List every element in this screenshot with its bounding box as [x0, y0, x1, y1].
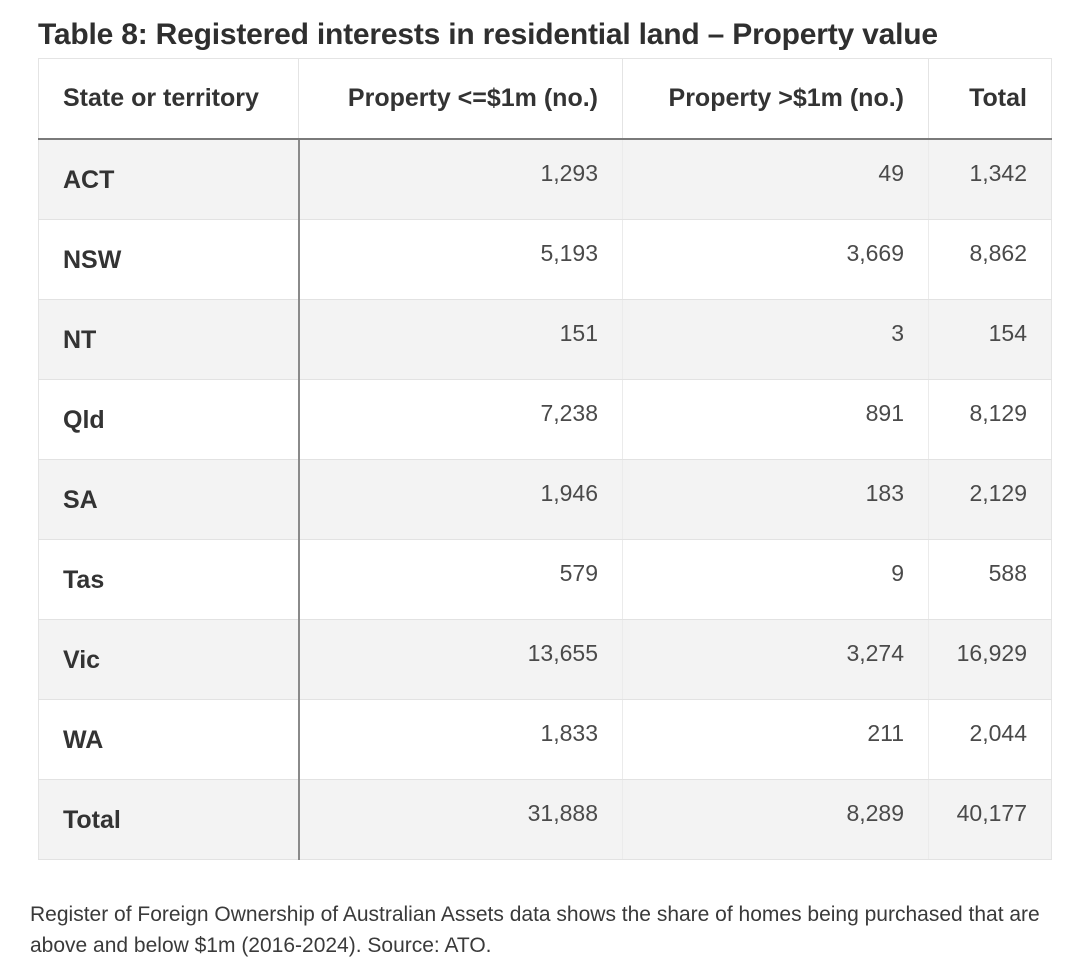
table-row: Tas 579 9 588: [38, 539, 1052, 620]
cell-total: 40,177: [928, 779, 1052, 860]
cell-over-1m: 3,274: [622, 619, 929, 700]
cell-state: NT: [38, 299, 300, 380]
header-row: State or territory Property <=$1m (no.) …: [38, 58, 1052, 140]
cell-under-1m: 1,833: [298, 699, 623, 780]
cell-under-1m: 13,655: [298, 619, 623, 700]
cell-total: 588: [928, 539, 1052, 620]
data-table: State or territory Property <=$1m (no.) …: [38, 58, 1052, 860]
cell-total: 16,929: [928, 619, 1052, 700]
cell-under-1m: 151: [298, 299, 623, 380]
table-row: NSW 5,193 3,669 8,862: [38, 219, 1052, 300]
cell-total: 1,342: [928, 139, 1052, 220]
cell-state: WA: [38, 699, 300, 780]
cell-over-1m: 891: [622, 379, 929, 460]
cell-state: ACT: [38, 139, 300, 220]
table-row: Qld 7,238 891 8,129: [38, 379, 1052, 460]
cell-over-1m: 8,289: [622, 779, 929, 860]
cell-total: 2,129: [928, 459, 1052, 540]
table-caption: Register of Foreign Ownership of Austral…: [30, 903, 1040, 957]
table-row: Vic 13,655 3,274 16,929: [38, 619, 1052, 700]
cell-over-1m: 49: [622, 139, 929, 220]
column-header-total: Total: [928, 58, 1052, 140]
column-header-state: State or territory: [38, 58, 299, 140]
table-row: WA 1,833 211 2,044: [38, 699, 1052, 780]
column-header-under-1m: Property <=$1m (no.): [298, 58, 623, 140]
table-row: SA 1,946 183 2,129: [38, 459, 1052, 540]
table-title: Table 8: Registered interests in residen…: [38, 18, 938, 51]
cell-under-1m: 1,946: [298, 459, 623, 540]
cell-over-1m: 183: [622, 459, 929, 540]
cell-state: Tas: [38, 539, 300, 620]
cell-state: Vic: [38, 619, 300, 700]
cell-under-1m: 31,888: [298, 779, 623, 860]
cell-state: NSW: [38, 219, 300, 300]
cell-under-1m: 7,238: [298, 379, 623, 460]
column-header-over-1m: Property >$1m (no.): [622, 58, 929, 140]
cell-total: 8,129: [928, 379, 1052, 460]
table-row: ACT 1,293 49 1,342: [38, 139, 1052, 220]
cell-state: Qld: [38, 379, 300, 460]
cell-over-1m: 211: [622, 699, 929, 780]
cell-under-1m: 579: [298, 539, 623, 620]
table-row: NT 151 3 154: [38, 299, 1052, 380]
cell-over-1m: 9: [622, 539, 929, 620]
cell-under-1m: 1,293: [298, 139, 623, 220]
cell-under-1m: 5,193: [298, 219, 623, 300]
cell-over-1m: 3: [622, 299, 929, 380]
cell-total: 2,044: [928, 699, 1052, 780]
cell-total: 154: [928, 299, 1052, 380]
cell-state: Total: [38, 779, 300, 860]
property-value-table: State or territory Property <=$1m (no.) …: [38, 58, 1052, 860]
cell-total: 8,862: [928, 219, 1052, 300]
cell-state: SA: [38, 459, 300, 540]
cell-over-1m: 3,669: [622, 219, 929, 300]
table-row-total: Total 31,888 8,289 40,177: [38, 779, 1052, 860]
